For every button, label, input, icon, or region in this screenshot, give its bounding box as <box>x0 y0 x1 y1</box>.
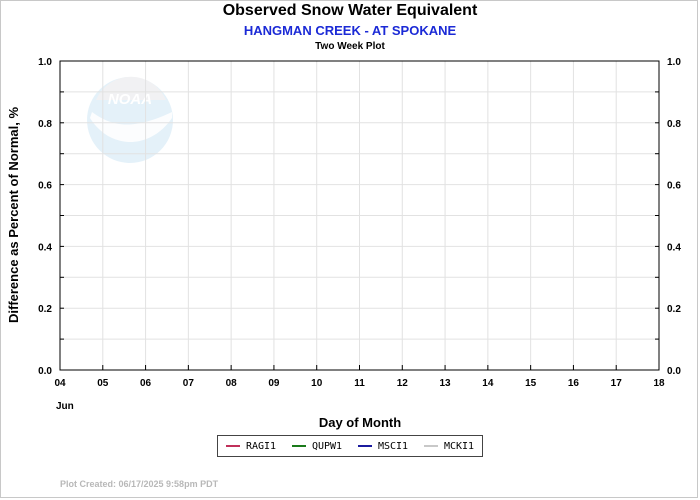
x-tick-label: 08 <box>226 378 238 389</box>
x-tick-label: 09 <box>268 378 280 389</box>
y-tick-label-right: 0.4 <box>667 242 681 253</box>
legend-swatch-msci1 <box>357 445 372 447</box>
y-tick-label-right: 0.8 <box>667 119 681 130</box>
legend-item: QUPW1 <box>291 440 343 452</box>
legend: RAGI1 QUPW1 MSCI1 MCKI1 <box>217 435 483 457</box>
y-axis-label: Difference as Percent of Normal, % <box>6 107 21 323</box>
y-tick-label: 0.0 <box>38 366 52 377</box>
month-label: Jun <box>56 401 74 412</box>
legend-swatch-qupw1 <box>291 445 306 447</box>
y-tick-label-right: 1.0 <box>667 57 681 68</box>
chart-subtitle: HANGMAN CREEK - AT SPOKANE <box>243 23 457 38</box>
x-axis-label: Day of Month <box>319 415 401 430</box>
plot-border <box>59 60 660 371</box>
x-tick-label: 07 <box>183 378 195 389</box>
x-tick-label: 14 <box>482 378 494 389</box>
x-tick-label: 06 <box>140 378 152 389</box>
legend-item: MSCI1 <box>357 440 409 452</box>
plot-created-footer: Plot Created: 06/17/2025 9:58pm PDT <box>60 479 219 489</box>
x-tick-label: 13 <box>440 378 452 389</box>
x-tick-label: 12 <box>397 378 409 389</box>
y-tick-label: 0.4 <box>38 242 52 253</box>
legend-swatch-mcki1 <box>423 445 438 447</box>
legend-swatch-ragi1 <box>225 445 240 447</box>
chart-title: Observed Snow Water Equivalent <box>222 2 478 19</box>
x-tick-label: 10 <box>311 378 323 389</box>
chart-subsubtitle: Two Week Plot <box>315 41 385 52</box>
y-tick-label-right: 0.0 <box>667 366 681 377</box>
y-tick-label: 1.0 <box>38 57 52 68</box>
legend-item: RAGI1 <box>225 440 277 452</box>
y-tick-label: 0.6 <box>38 181 52 192</box>
svg-text:NOAA: NOAA <box>108 91 152 108</box>
legend-label: QUPW1 <box>311 440 343 452</box>
y-tick-label: 0.2 <box>38 304 52 315</box>
y-tick-label-right: 0.6 <box>667 181 681 192</box>
legend-label: MCKI1 <box>443 440 475 452</box>
x-tick-label: 11 <box>354 378 365 389</box>
x-tick-label: 05 <box>97 378 109 389</box>
x-tick-label: 18 <box>653 378 665 389</box>
x-tick-label: 04 <box>54 378 66 389</box>
y-tick-label-right: 0.2 <box>667 304 681 315</box>
legend-item: MCKI1 <box>423 440 475 452</box>
x-tick-label: 16 <box>568 378 580 389</box>
noaa-logo: NOAA <box>87 76 173 163</box>
x-tick-label: 17 <box>611 378 623 389</box>
x-tick-label: 15 <box>525 378 537 389</box>
legend-label: RAGI1 <box>245 440 277 452</box>
y-tick-label: 0.8 <box>38 119 52 130</box>
legend-label: MSCI1 <box>377 440 409 452</box>
